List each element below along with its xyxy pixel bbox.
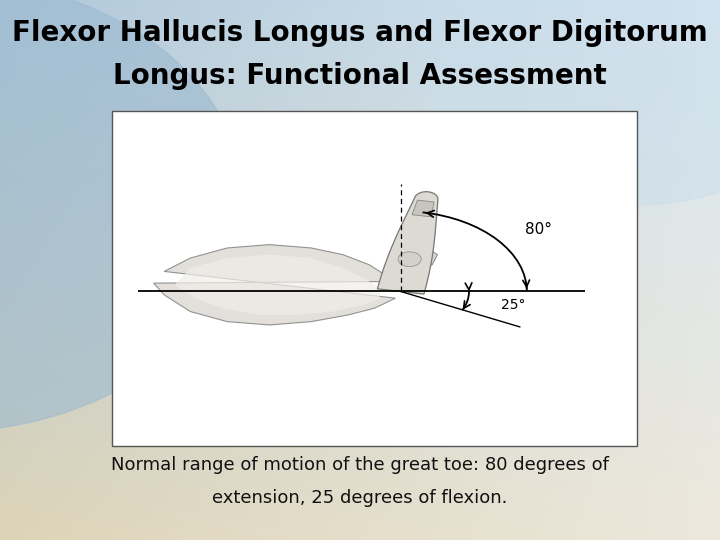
Circle shape [398,252,421,267]
Polygon shape [390,248,438,285]
Polygon shape [175,255,379,315]
Text: 80°: 80° [525,222,552,237]
Text: Normal range of motion of the great toe: 80 degrees of: Normal range of motion of the great toe:… [111,456,609,474]
Text: extension, 25 degrees of flexion.: extension, 25 degrees of flexion. [212,489,508,507]
Circle shape [0,0,245,432]
Polygon shape [412,200,434,217]
Text: 25°: 25° [501,298,526,312]
Text: Longus: Functional Assessment: Longus: Functional Assessment [113,62,607,90]
Text: Flexor Hallucis Longus and Flexor Digitorum: Flexor Hallucis Longus and Flexor Digito… [12,19,708,47]
Polygon shape [153,245,395,325]
Bar [112,111,637,446]
Polygon shape [377,192,438,294]
Circle shape [418,0,720,205]
